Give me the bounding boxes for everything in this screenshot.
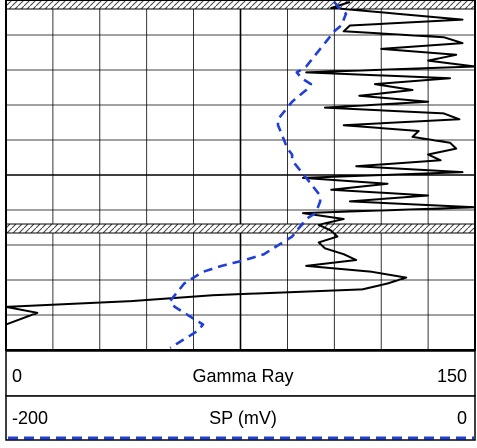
gamma-ray-curve <box>5 1 476 348</box>
gamma-ray-scale-min: 0 <box>12 366 22 386</box>
formation-marker-mid <box>5 223 476 234</box>
gamma-ray-track-label: Gamma Ray <box>192 366 293 386</box>
sp-scale-max: 0 <box>457 408 467 428</box>
track-header-gamma-ray: 0 Gamma Ray 150 <box>5 350 476 397</box>
formation-marker-top <box>5 0 476 10</box>
track-header-sp: -200 SP (mV) 0 <box>5 395 476 441</box>
plot-frame <box>5 0 476 351</box>
gamma-ray-scale-max: 150 <box>437 366 467 386</box>
log-curves <box>5 1 476 350</box>
sp-scale-min: -200 <box>12 408 48 428</box>
sp-track-label: SP (mV) <box>209 408 277 428</box>
